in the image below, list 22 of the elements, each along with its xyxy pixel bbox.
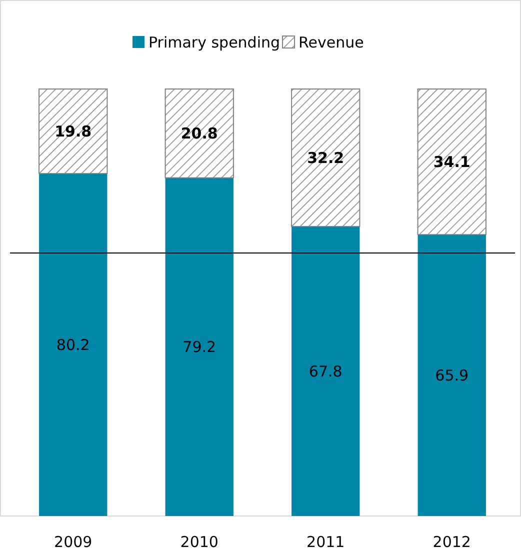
legend-label: Revenue	[298, 33, 364, 52]
data-label: 32.2	[307, 148, 344, 167]
data-label: 19.8	[54, 122, 92, 141]
bar	[38, 88, 108, 174]
x-tick-label: 2009	[54, 533, 92, 551]
data-label: 67.8	[308, 362, 342, 380]
bar	[417, 88, 486, 236]
bar	[292, 226, 360, 516]
x-tick-label: 2011	[306, 533, 345, 551]
bar	[165, 178, 234, 516]
bar	[39, 174, 108, 516]
data-label: 65.9	[435, 366, 469, 385]
bar	[291, 88, 360, 227]
x-tick-label: 2010	[180, 533, 218, 551]
data-label: 80.2	[56, 336, 90, 354]
bar	[164, 88, 234, 178]
data-label: 34.1	[433, 153, 470, 172]
legend-label: Primary spending	[148, 33, 280, 52]
bar	[418, 234, 486, 516]
data-label: 79.2	[182, 338, 216, 356]
x-tick-label: 2012	[432, 533, 471, 551]
data-label: 20.8	[180, 124, 218, 143]
